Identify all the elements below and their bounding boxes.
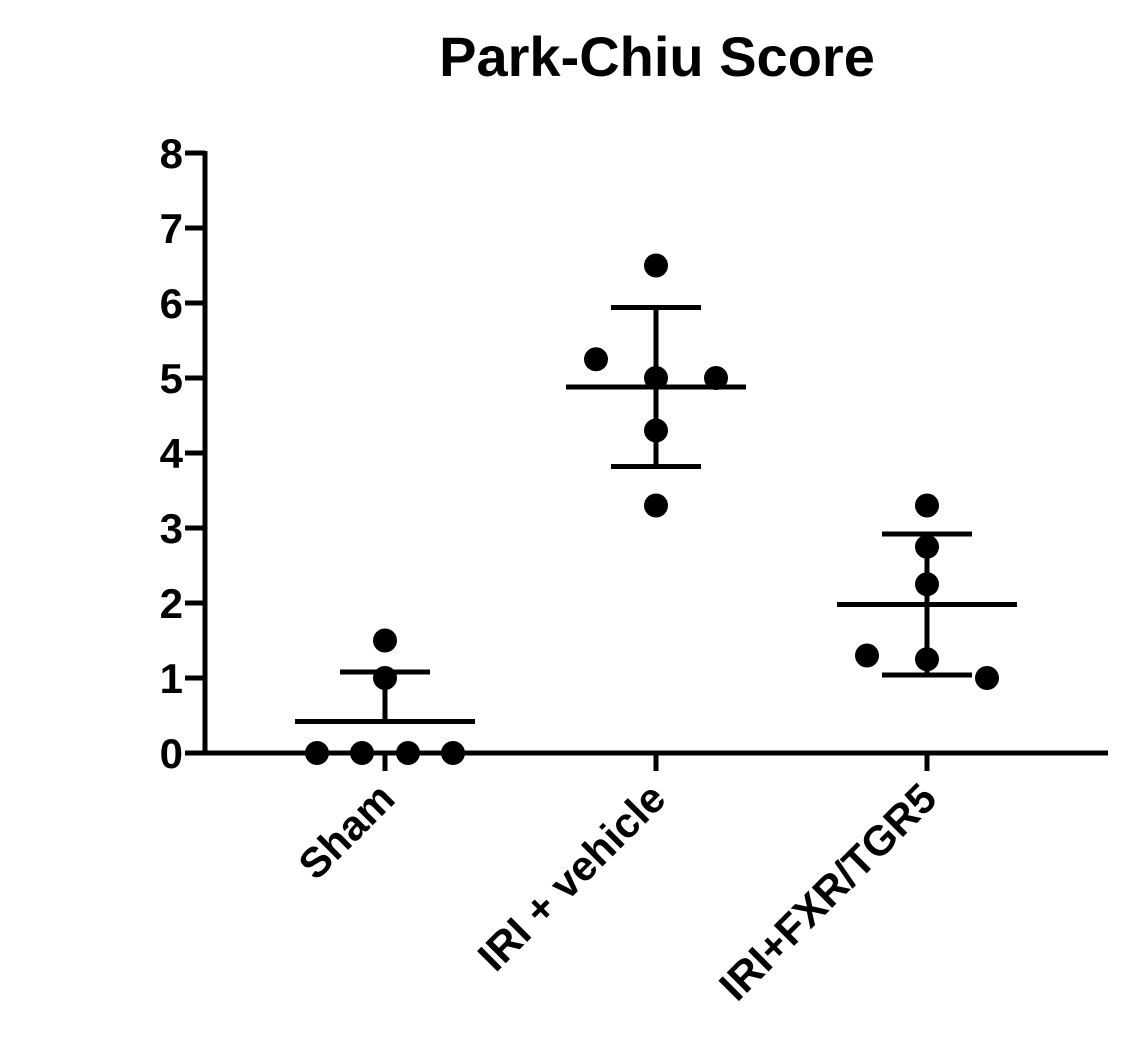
data-point: [373, 628, 397, 653]
data-point: [915, 534, 939, 559]
data-point: [644, 253, 668, 278]
y-tick-label: 3: [160, 505, 183, 552]
data-point: [704, 366, 728, 390]
data-point: [915, 572, 939, 597]
y-tick-label: 8: [160, 130, 183, 177]
data-point: [644, 493, 668, 518]
data-point: [441, 741, 465, 765]
y-tick-label: 4: [160, 430, 184, 477]
data-point: [644, 418, 668, 443]
y-tick-label: 1: [160, 655, 183, 702]
data-point: [915, 647, 939, 672]
marks: [295, 253, 1017, 765]
x-tick-label: IRI + vehicle: [469, 774, 675, 980]
data-point: [373, 666, 397, 690]
x-tick-label: Sham: [289, 774, 403, 888]
data-point: [350, 741, 374, 765]
data-point: [644, 366, 668, 390]
data-point: [305, 741, 329, 765]
data-point: [855, 643, 879, 668]
data-point: [915, 493, 939, 518]
axes: 0 1 2 3 4 5 6 7 8 Sham IRI + vehicle IRI+FXR/TGR5: [160, 130, 1108, 1010]
chart-title: Park-Chiu Score: [439, 25, 875, 88]
x-tick-label: IRI+FXR/TGR5: [710, 774, 945, 1009]
data-point: [584, 347, 608, 372]
data-point: [396, 741, 420, 765]
y-tick-label: 2: [160, 580, 183, 627]
y-tick-label: 7: [160, 205, 183, 252]
y-tick-label: 6: [160, 280, 183, 327]
data-point: [975, 666, 999, 690]
y-tick-label: 5: [160, 355, 183, 402]
y-tick-label: 0: [160, 730, 183, 777]
